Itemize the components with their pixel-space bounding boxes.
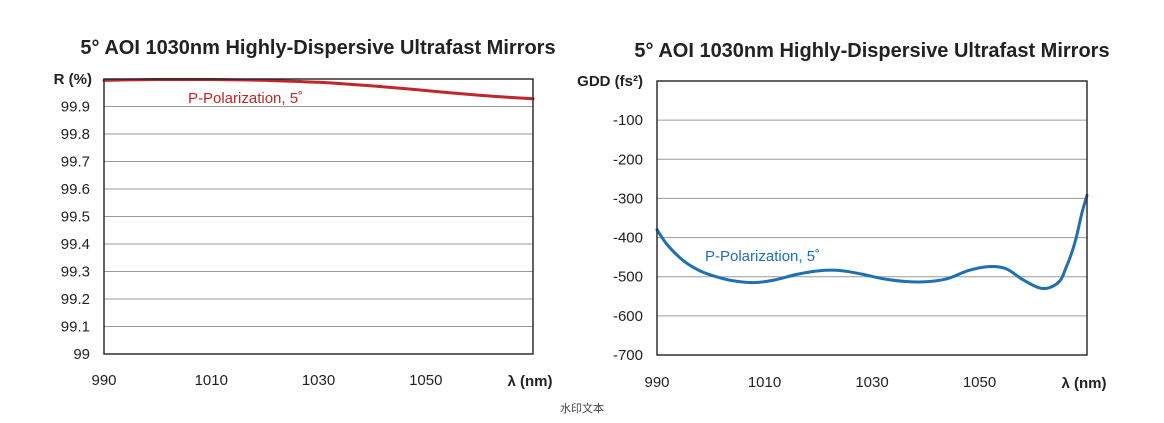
y-tick-label: 99.6 [61, 181, 90, 198]
chart-title: 5° AOI 1030nm Highly-Dispersive Ultrafas… [634, 40, 1109, 62]
x-tick-label: 1010 [748, 374, 781, 391]
y-tick-label: 99 [73, 346, 90, 363]
y-axis-label: R (%) [54, 71, 92, 88]
y-tick-label: 99.7 [61, 154, 90, 171]
y-tick-labels: 99 99.1 99.2 99.3 99.4 99.5 99.6 99.7 99.8 99.9 [61, 99, 90, 364]
x-tick-label: 1050 [963, 374, 996, 391]
y-tick-label: -400 [613, 230, 643, 247]
x-tick-labels: 990 1010 1030 1050 [91, 372, 442, 389]
series [102, 78, 535, 101]
y-axis-label: GDD (fs²) [577, 73, 643, 90]
series-line [655, 193, 1089, 291]
x-tick-label: 1030 [302, 372, 335, 389]
plot-frame [656, 80, 1088, 356]
watermark-text: 水印文本 [560, 402, 604, 415]
y-tick-label: -200 [613, 151, 643, 168]
y-tick-label: -300 [613, 190, 643, 207]
y-tick-label: 99.4 [61, 236, 90, 253]
chart-title: 5° AOI 1030nm Highly-Dispersive Ultrafas… [80, 37, 555, 59]
y-tick-label: -700 [613, 347, 643, 364]
series-line [102, 78, 535, 101]
x-tick-label: 1030 [855, 374, 888, 391]
y-tick-label: -500 [613, 269, 643, 286]
x-tick-label: 1010 [195, 372, 228, 389]
y-tick-label: -100 [613, 112, 643, 129]
x-tick-label: 1050 [409, 372, 442, 389]
y-tick-label: 99.2 [61, 291, 90, 308]
y-tick-label: 99.3 [61, 264, 90, 281]
x-tick-label: 990 [644, 374, 669, 391]
x-axis-label: λ (nm) [1062, 375, 1107, 392]
x-tick-label: 990 [91, 372, 116, 389]
y-tick-label: 99.9 [61, 99, 90, 116]
series-label: P-Polarization, 5˚ [188, 90, 303, 107]
x-tick-labels: 990 1010 1030 1050 [644, 374, 996, 391]
grid [104, 106, 533, 327]
y-tick-label: -600 [613, 308, 643, 325]
y-tick-label: 99.1 [61, 319, 90, 336]
x-axis-label: λ (nm) [508, 373, 553, 390]
grid [657, 119, 1087, 317]
plot-frame [103, 78, 534, 355]
y-tick-label: 99.5 [61, 209, 90, 226]
reflectance-chart: 5° AOI 1030nm Highly-Dispersive Ultrafas… [54, 37, 556, 390]
series-label: P-Polarization, 5˚ [705, 248, 820, 265]
y-tick-labels: -100 -200 -300 -400 -500 -600 -700 [613, 112, 643, 364]
gdd-chart: 5° AOI 1030nm Highly-Dispersive Ultrafas… [577, 40, 1109, 392]
y-tick-label: 99.8 [61, 126, 90, 143]
series [655, 193, 1089, 291]
